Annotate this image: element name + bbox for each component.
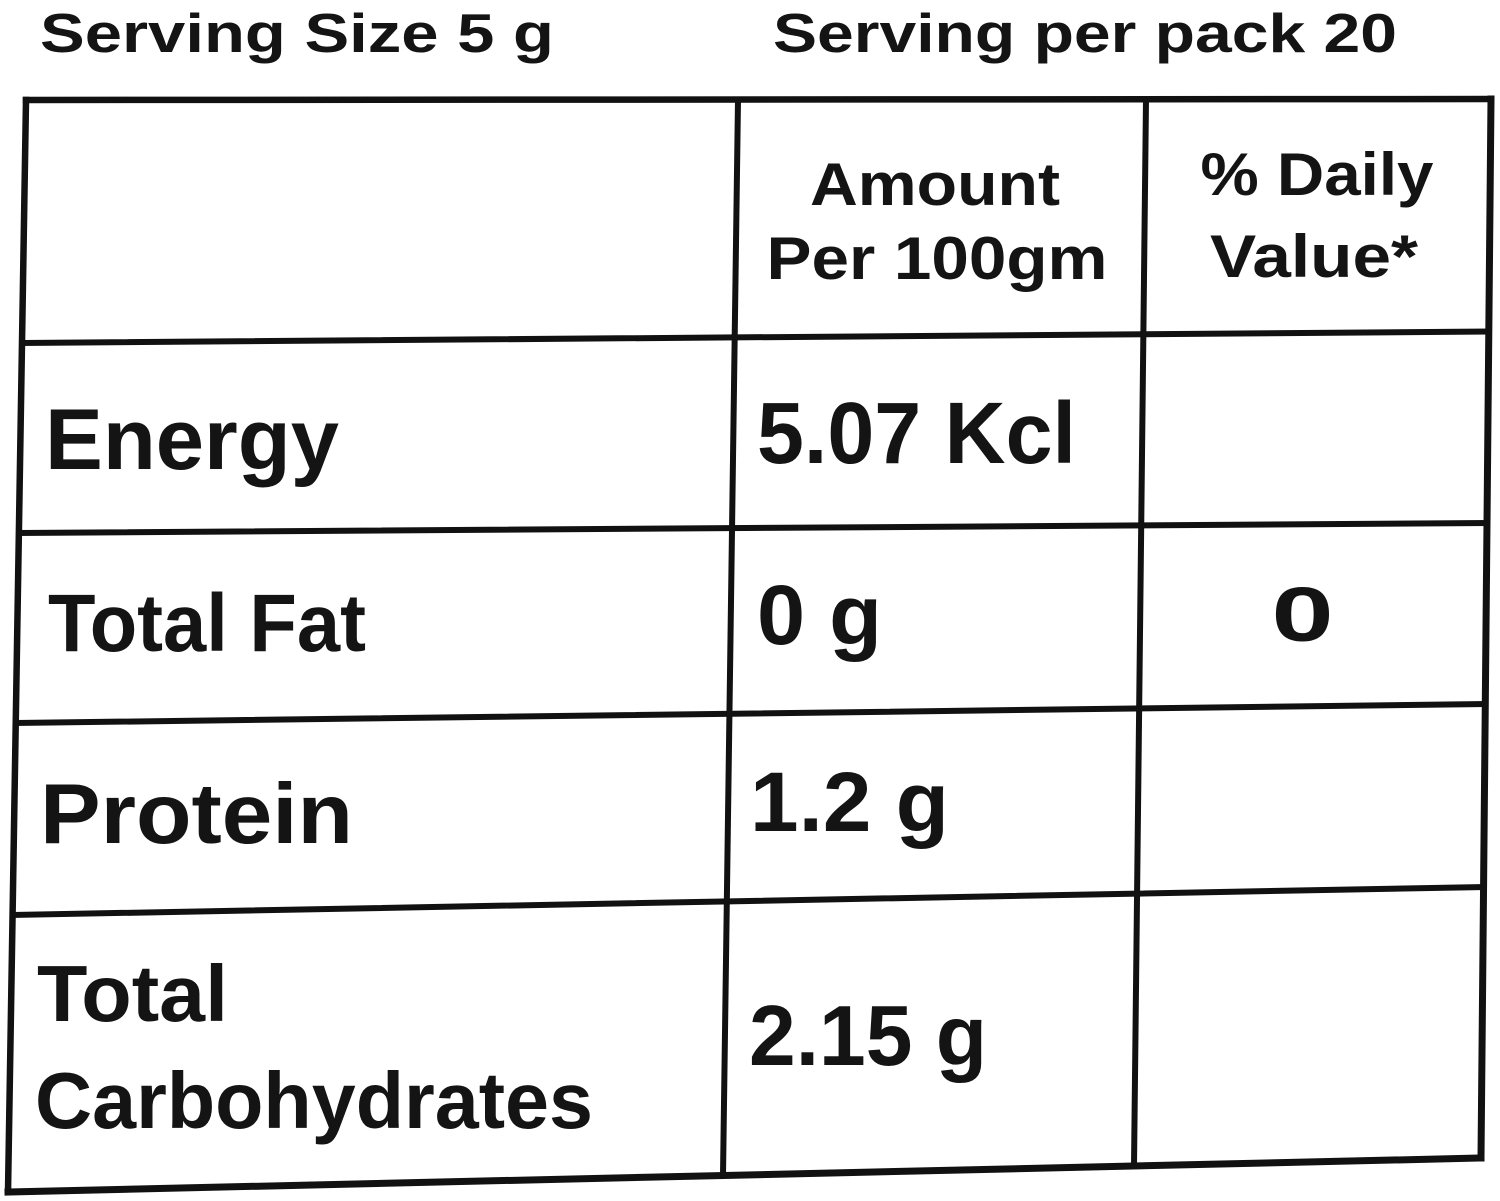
svg-text:5.07 Kcl: 5.07 Kcl bbox=[757, 385, 1076, 482]
svg-text:Serving per pack 20: Serving per pack 20 bbox=[773, 2, 1397, 64]
svg-text:Carbohydrates: Carbohydrates bbox=[35, 1056, 593, 1145]
svg-text:0 g: 0 g bbox=[757, 568, 882, 662]
svg-text:Value*: Value* bbox=[1210, 223, 1419, 290]
svg-text:% Daily: % Daily bbox=[1201, 141, 1435, 208]
svg-text:Total Fat: Total Fat bbox=[48, 578, 366, 669]
svg-text:Energy: Energy bbox=[45, 392, 339, 488]
svg-text:0: 0 bbox=[1271, 572, 1333, 658]
svg-text:Total: Total bbox=[37, 949, 228, 1038]
svg-text:2.15 g: 2.15 g bbox=[749, 989, 987, 1084]
svg-text:Per 100gm: Per 100gm bbox=[767, 225, 1108, 292]
svg-text:1.2 g: 1.2 g bbox=[750, 755, 949, 849]
svg-text:Serving Size 5 g: Serving Size 5 g bbox=[40, 2, 554, 64]
svg-text:Protein: Protein bbox=[40, 767, 353, 862]
svg-text:Amount: Amount bbox=[810, 151, 1060, 218]
